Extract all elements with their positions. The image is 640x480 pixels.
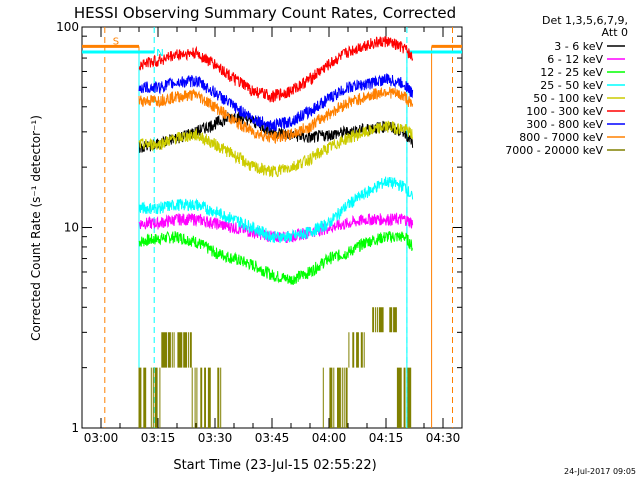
x-tick-label: 03:30 xyxy=(198,431,233,445)
chart-title: HESSI Observing Summary Count Rates, Cor… xyxy=(74,4,456,22)
x-tick-label: 04:00 xyxy=(312,431,347,445)
footer-timestamp: 24-Jul-2017 09:05 xyxy=(564,467,636,476)
y-axis-label: Corrected Count Rate (s⁻¹ detector⁻¹) xyxy=(29,115,43,341)
series-line xyxy=(138,176,414,244)
x-tick-label: 03:00 xyxy=(84,431,119,445)
legend-label: 3 - 6 keV xyxy=(554,40,603,53)
legend-label: 800 - 7000 keV xyxy=(519,131,603,144)
series-line xyxy=(138,231,414,285)
series-line xyxy=(138,35,414,103)
saa-label: S xyxy=(113,36,119,47)
legend-header: Det 1,3,5,6,7,9, xyxy=(542,14,628,27)
x-tick-label: 03:15 xyxy=(141,431,176,445)
legend-label: 100 - 300 keV xyxy=(526,105,603,118)
night-label: N xyxy=(156,48,163,59)
series-line xyxy=(138,120,414,178)
x-tick-label: 03:45 xyxy=(255,431,290,445)
legend-label: 7000 - 20000 keV xyxy=(505,144,603,157)
y-tick-label: 10 xyxy=(64,221,79,235)
series-line-7000-20000 xyxy=(138,307,412,428)
legend-label: 12 - 25 keV xyxy=(540,66,603,79)
legend-label: 6 - 12 keV xyxy=(547,53,603,66)
series-line xyxy=(138,73,414,132)
legend-label: 50 - 100 keV xyxy=(533,92,603,105)
x-tick-label: 04:30 xyxy=(426,431,461,445)
x-axis-label: Start Time (23-Jul-15 02:55:22) xyxy=(173,458,376,473)
legend-header: Att 0 xyxy=(602,26,628,39)
legend-label: 25 - 50 keV xyxy=(540,79,603,92)
plot-area: 1 10 100 03:00 03:15 03:30 03:45 04:00 04:15 04:3… xyxy=(56,20,463,445)
y-tick-label: 100 xyxy=(56,20,79,34)
x-tick-label: 04:15 xyxy=(369,431,404,445)
legend-label: 300 - 800 keV xyxy=(526,118,603,131)
y-tick-label: 1 xyxy=(71,421,79,435)
series-line xyxy=(138,86,414,145)
